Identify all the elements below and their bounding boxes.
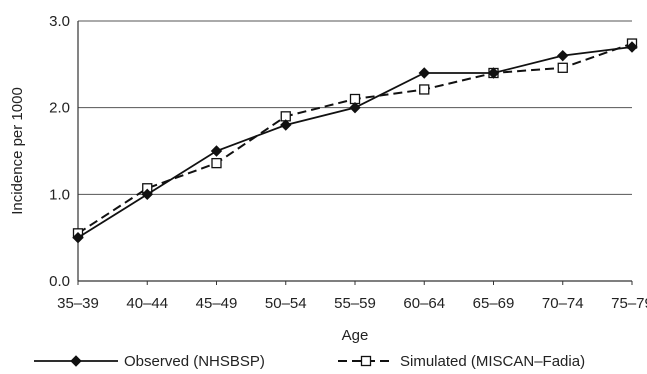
data-point bbox=[349, 101, 361, 114]
legend-label: Observed (NHSBSP) bbox=[124, 353, 265, 370]
legend-label: Simulated (MISCAN–Fadia) bbox=[400, 353, 585, 370]
x-tick-label: 45–49 bbox=[196, 295, 238, 312]
y-tick-label: 1.0 bbox=[49, 186, 70, 203]
x-tick-labels: 35–39 40–44 45–49 50–54 55–59 60–64 65–69 70–74… bbox=[57, 281, 647, 312]
y-tick-labels: 0.0 1.0 2.0 3.0 bbox=[49, 13, 70, 290]
data-point bbox=[210, 145, 223, 157]
x-tick-label: 40–44 bbox=[126, 295, 168, 312]
data-point bbox=[557, 49, 569, 62]
y-tick-label: 3.0 bbox=[49, 13, 70, 30]
x-tick-label: 65–69 bbox=[473, 295, 515, 312]
x-tick-label: 60–64 bbox=[403, 295, 445, 312]
x-tick-label: 55–59 bbox=[334, 295, 376, 312]
series-line bbox=[77, 46, 633, 239]
series-layer bbox=[72, 38, 638, 244]
x-tick-label: 75–79 bbox=[611, 295, 647, 312]
x-axis-title: Age bbox=[342, 327, 369, 344]
data-point bbox=[211, 157, 222, 169]
legend-marker bbox=[70, 355, 82, 367]
data-point bbox=[280, 119, 292, 131]
x-tick-label: 70–74 bbox=[542, 295, 584, 312]
series-simulated bbox=[72, 38, 638, 239]
data-point bbox=[418, 67, 430, 79]
data-point bbox=[557, 62, 568, 73]
legend-marker bbox=[360, 355, 372, 367]
legend-item: Observed (NHSBSP) bbox=[34, 353, 265, 370]
y-tick-label: 0.0 bbox=[49, 273, 70, 290]
x-tick-label: 50–54 bbox=[265, 295, 307, 312]
data-point bbox=[626, 41, 638, 53]
y-tick-label: 2.0 bbox=[49, 100, 70, 117]
legend: Observed (NHSBSP) Simulated (MISCAN–Fadia… bbox=[34, 353, 585, 370]
data-point bbox=[141, 188, 153, 201]
y-axis-title: Incidence per 1000 bbox=[9, 87, 26, 215]
data-point bbox=[487, 67, 500, 79]
x-tick-label: 35–39 bbox=[57, 295, 99, 312]
series-line bbox=[77, 42, 633, 235]
legend-item: Simulated (MISCAN–Fadia) bbox=[338, 353, 585, 370]
series-observed bbox=[72, 41, 638, 244]
data-point bbox=[72, 231, 84, 244]
data-point bbox=[419, 84, 430, 95]
